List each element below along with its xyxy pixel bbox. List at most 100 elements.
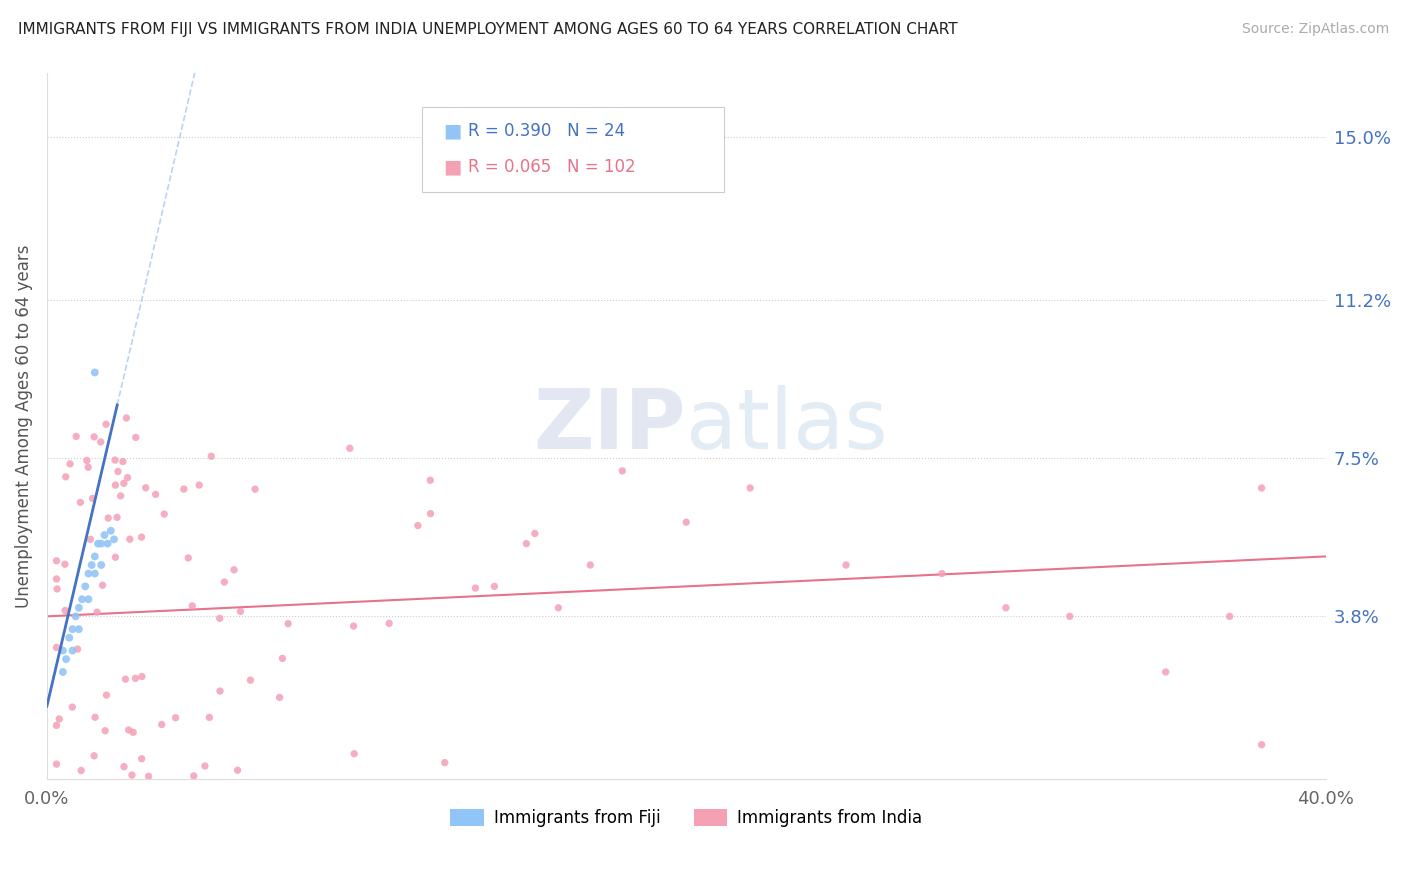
Point bbox=[271, 651, 294, 665]
Point bbox=[62, 622, 84, 636]
Point bbox=[122, 725, 145, 739]
Point bbox=[243, 482, 266, 496]
Point bbox=[419, 507, 441, 521]
Point bbox=[77, 566, 100, 581]
Point bbox=[62, 643, 84, 657]
Point bbox=[60, 700, 83, 714]
Point bbox=[45, 757, 67, 772]
Point bbox=[114, 672, 136, 686]
Point bbox=[222, 563, 245, 577]
Point bbox=[419, 473, 441, 487]
Point bbox=[80, 558, 103, 572]
Point bbox=[1219, 609, 1241, 624]
Point bbox=[97, 536, 120, 550]
Point bbox=[93, 528, 115, 542]
Point bbox=[70, 592, 93, 607]
Point bbox=[406, 518, 429, 533]
Point bbox=[165, 711, 187, 725]
Point bbox=[131, 530, 153, 544]
Point bbox=[65, 429, 87, 443]
Point bbox=[104, 550, 127, 565]
Point bbox=[117, 723, 139, 737]
Point bbox=[53, 558, 76, 572]
Point bbox=[523, 526, 546, 541]
Point bbox=[111, 454, 134, 468]
Point bbox=[48, 712, 70, 726]
Point bbox=[107, 465, 129, 479]
Point bbox=[150, 717, 173, 731]
Point bbox=[67, 600, 90, 615]
Point bbox=[145, 487, 167, 501]
Point bbox=[675, 515, 697, 529]
Point bbox=[612, 464, 634, 478]
Point bbox=[239, 673, 262, 687]
Point bbox=[84, 710, 107, 724]
Point bbox=[105, 510, 128, 524]
Point bbox=[343, 747, 366, 761]
Point bbox=[214, 574, 236, 589]
Text: ZIP: ZIP bbox=[534, 385, 686, 467]
Point bbox=[70, 764, 93, 778]
Point bbox=[1059, 609, 1081, 624]
Point bbox=[52, 665, 75, 679]
Point bbox=[83, 366, 105, 380]
Point bbox=[79, 533, 101, 547]
Point bbox=[138, 769, 160, 783]
Legend: Immigrants from Fiji, Immigrants from India: Immigrants from Fiji, Immigrants from In… bbox=[444, 803, 929, 834]
Point bbox=[209, 684, 232, 698]
Point bbox=[1250, 738, 1272, 752]
Point bbox=[177, 550, 200, 565]
Point bbox=[183, 769, 205, 783]
Point bbox=[135, 481, 157, 495]
Text: R = 0.065   N = 102: R = 0.065 N = 102 bbox=[468, 158, 636, 176]
Point bbox=[931, 566, 953, 581]
Point bbox=[55, 652, 77, 666]
Point bbox=[181, 599, 204, 613]
Point bbox=[83, 566, 105, 581]
Point bbox=[112, 759, 135, 773]
Point bbox=[58, 631, 80, 645]
Point bbox=[131, 752, 153, 766]
Point bbox=[91, 578, 114, 592]
Point bbox=[200, 449, 222, 463]
Text: ■: ■ bbox=[443, 157, 461, 177]
Point bbox=[118, 532, 141, 546]
Point bbox=[173, 482, 195, 496]
Text: ■: ■ bbox=[443, 121, 461, 141]
Point bbox=[90, 434, 112, 449]
Point bbox=[484, 579, 506, 593]
Point bbox=[83, 748, 105, 763]
Point bbox=[378, 616, 401, 631]
Point bbox=[994, 600, 1017, 615]
Point bbox=[208, 611, 231, 625]
Point bbox=[433, 756, 456, 770]
Point bbox=[45, 640, 67, 655]
Point bbox=[269, 690, 291, 705]
Point bbox=[188, 478, 211, 492]
Point bbox=[835, 558, 858, 572]
Text: Source: ZipAtlas.com: Source: ZipAtlas.com bbox=[1241, 22, 1389, 37]
Point bbox=[515, 536, 537, 550]
Text: IMMIGRANTS FROM FIJI VS IMMIGRANTS FROM INDIA UNEMPLOYMENT AMONG AGES 60 TO 64 Y: IMMIGRANTS FROM FIJI VS IMMIGRANTS FROM … bbox=[18, 22, 957, 37]
Point bbox=[59, 457, 82, 471]
Point bbox=[117, 470, 139, 484]
Point bbox=[45, 718, 67, 732]
Point bbox=[87, 536, 110, 550]
Point bbox=[86, 605, 108, 619]
Point bbox=[115, 411, 138, 425]
Point bbox=[464, 581, 486, 595]
Point bbox=[124, 671, 146, 685]
Point bbox=[94, 417, 117, 432]
Point bbox=[125, 430, 148, 444]
Y-axis label: Unemployment Among Ages 60 to 64 years: Unemployment Among Ages 60 to 64 years bbox=[15, 244, 32, 607]
Point bbox=[110, 489, 132, 503]
Point bbox=[94, 723, 117, 738]
Point bbox=[69, 495, 91, 509]
Point bbox=[342, 619, 364, 633]
Point bbox=[90, 558, 112, 572]
Point bbox=[45, 572, 67, 586]
Point bbox=[46, 582, 69, 596]
Point bbox=[103, 533, 125, 547]
Point bbox=[77, 460, 100, 475]
Point bbox=[45, 554, 67, 568]
